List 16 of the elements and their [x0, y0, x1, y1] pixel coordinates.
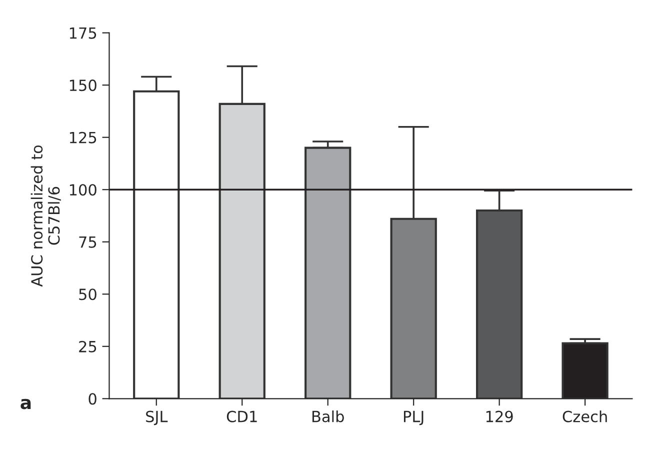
x-tick-label: PLJ	[404, 410, 424, 426]
x-tick-label: 129	[486, 410, 513, 422]
y-tick-label: 0	[88, 393, 96, 405]
y-tick-label: 75	[79, 236, 96, 248]
y-tick-label: 50	[79, 288, 96, 300]
y-tick-label: 25	[79, 340, 96, 352]
y-tick-label: 100	[70, 184, 96, 196]
y-axis-title: AUC normalized to C57Bl/6	[30, 145, 61, 287]
text: a	[20, 398, 31, 410]
y-tick-label: 150	[70, 80, 96, 92]
x-tick-label: Czech	[562, 410, 607, 422]
x-tick-label: CD1	[226, 410, 257, 422]
y-tick-label: 175	[70, 27, 96, 39]
y-tick-label: 125	[70, 132, 96, 144]
x-tick-label: SJL	[146, 410, 168, 426]
x-tick-label: Balb	[312, 410, 344, 422]
